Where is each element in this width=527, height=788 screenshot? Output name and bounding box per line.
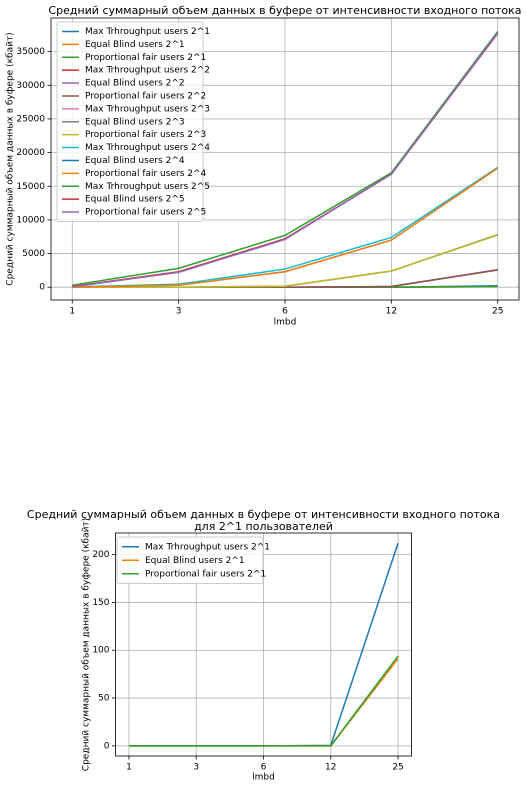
x-tick-label: 3 [176,307,182,317]
legend-label: Max Trhroughput users 2^3 [85,104,210,114]
x-tick-label: 25 [392,763,403,773]
y-tick-label: 0 [104,741,110,751]
chart-title: Средний суммарный объем данных в буфере … [27,508,500,521]
y-tick-label: 10000 [16,215,45,225]
x-tick-label: 12 [325,763,336,773]
legend-label: Equal Blind users 2^4 [85,156,185,166]
legend-label: Proportional fair users 2^1 [85,53,206,63]
x-tick-label: 25 [492,307,503,317]
series-line [72,31,499,286]
legend-label: Proportional fair users 2^1 [145,569,266,579]
y-axis-label: Средний суммарный объем данных в буфере … [82,518,92,771]
y-tick-label: 30000 [16,81,45,91]
chart: Средний суммарный объем данных в буфере … [6,4,522,328]
x-tick-label: 1 [126,763,132,773]
series-line [128,655,399,747]
legend-label: Equal Blind users 2^1 [85,40,185,50]
legend-label: Equal Blind users 2^1 [145,556,245,566]
y-tick-label: 0 [39,283,45,293]
y-tick-label: 150 [92,598,109,608]
x-tick-label: 3 [193,763,199,773]
y-tick-label: 25000 [16,114,45,124]
legend-label: Proportional fair users 2^3 [85,130,206,140]
legend-label: Proportional fair users 2^2 [85,91,206,101]
legend-label: Proportional fair users 2^4 [85,169,207,179]
chart-title: Средний суммарный объем данных в буфере … [48,4,521,17]
legend-label: Max Trhroughput users 2^1 [145,542,270,552]
legend-box [116,536,264,584]
legend-label: Max Trhroughput users 2^4 [85,143,210,153]
chart: Средний суммарный объем данных в буфере … [27,508,500,783]
plot-frame [115,532,412,757]
y-tick-label: 200 [92,550,109,560]
y-axis-label: Средний суммарный объем данных в буфере … [6,32,16,285]
chart-title: для 2^1 пользователей [194,520,333,533]
legend-label: Equal Blind users 2^5 [85,195,185,205]
legend-label: Max Trhroughput users 2^5 [85,182,210,192]
x-tick-label: 1 [69,307,75,317]
x-tick-label: 6 [282,307,288,317]
y-tick-label: 15000 [16,182,45,192]
series-line [72,234,498,288]
y-tick-label: 20000 [16,148,45,158]
y-tick-label: 35000 [16,47,45,57]
legend-label: Equal Blind users 2^2 [85,79,185,89]
legend: Max Trhroughput users 2^1 Equal Blind use… [116,536,270,584]
plot-frame [50,17,520,301]
legend-label: Max Trhroughput users 2^1 [85,27,210,37]
legend-label: Proportional fair users 2^5 [85,208,206,218]
x-tick-label: 6 [261,763,267,773]
x-axis-label: lmbd [252,773,275,783]
y-tick-label: 5000 [22,249,45,259]
series-line [72,166,499,288]
x-axis-label: lmbd [274,318,297,328]
legend-label: Equal Blind users 2^3 [85,117,185,127]
series-line [72,32,499,288]
y-tick-label: 100 [92,646,109,656]
legend-box [56,21,204,222]
series-line [72,167,499,288]
x-tick-label: 12 [386,307,397,317]
y-tick-label: 50 [98,694,110,704]
legend-label: Max Trhroughput users 2^2 [85,66,210,76]
legend: Max Trhroughput users 2^1 Equal Blind use… [56,21,210,222]
